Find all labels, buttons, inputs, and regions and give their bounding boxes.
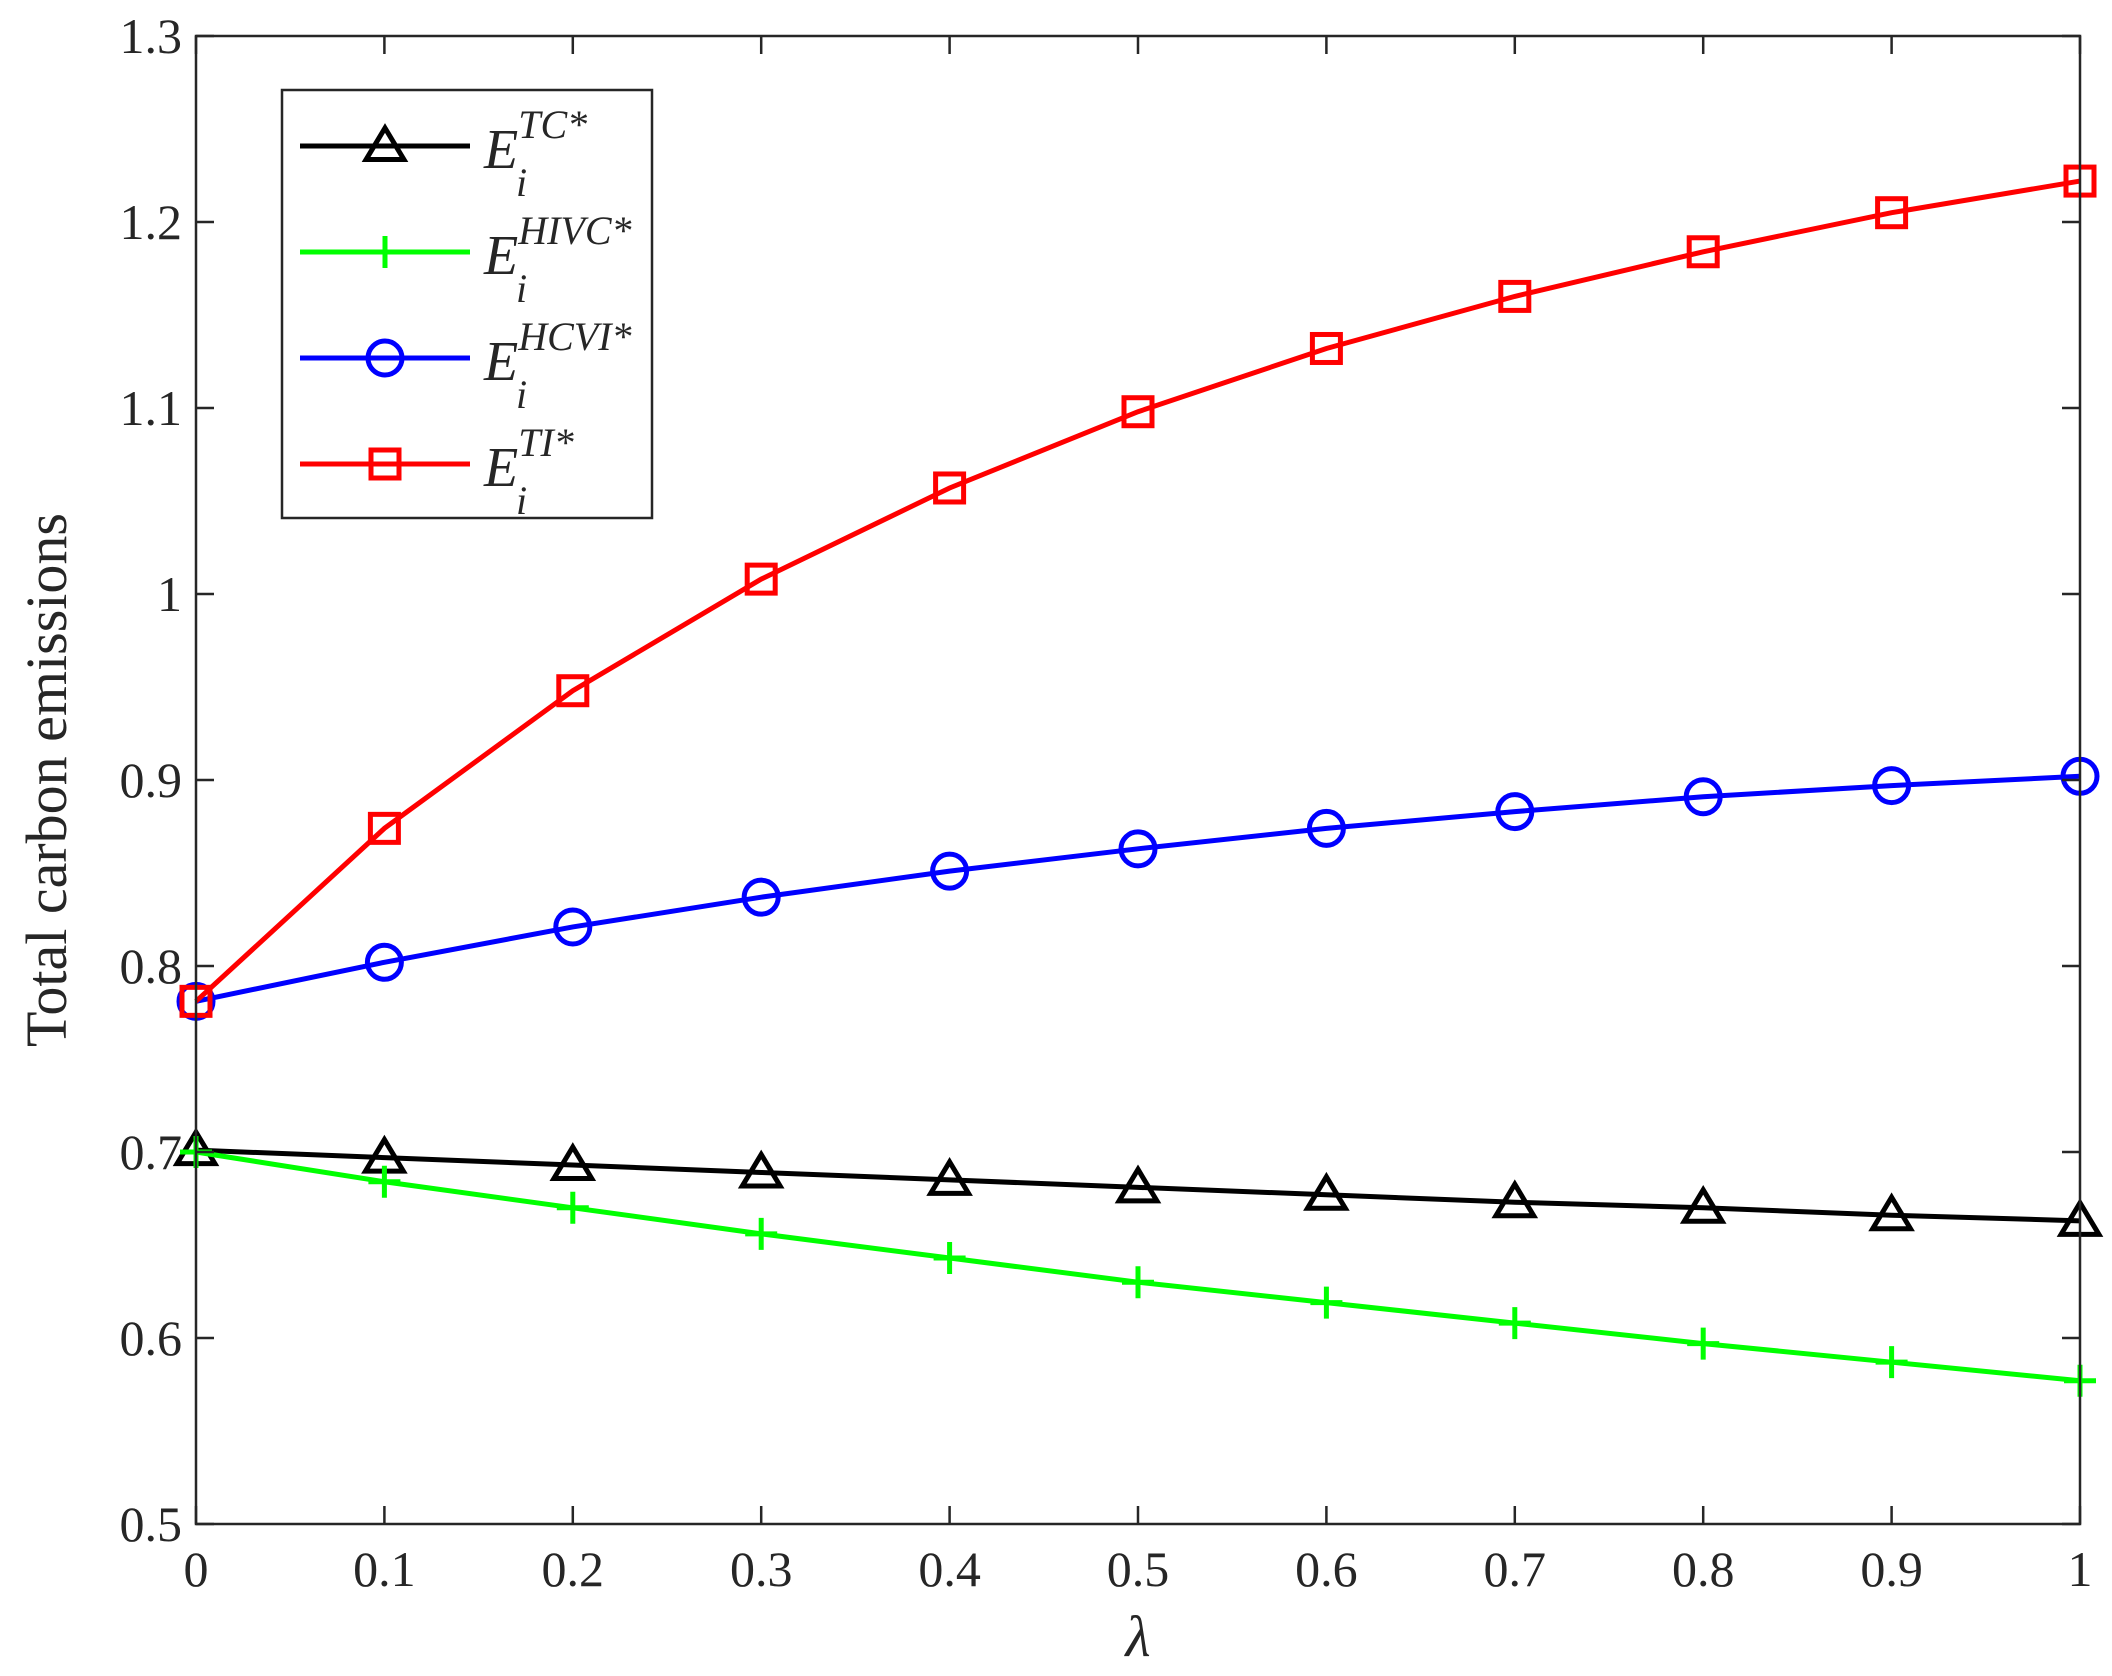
data-point-2-7 bbox=[1495, 792, 1535, 832]
data-point-3-4 bbox=[933, 471, 967, 505]
series-line-0 bbox=[195, 1147, 2081, 1224]
x-tick-label: 0.5 bbox=[1107, 1541, 1170, 1597]
data-point-3-9 bbox=[1875, 196, 1909, 230]
series-line-3 bbox=[194, 178, 2081, 1004]
legend-label-subscript: i bbox=[516, 160, 527, 205]
x-tick-label: 1 bbox=[2068, 1541, 2093, 1597]
data-point-3-8 bbox=[1686, 235, 1720, 269]
data-point-1-4 bbox=[933, 1242, 966, 1275]
y-tick-label: 0.7 bbox=[120, 1124, 183, 1180]
x-tick-label: 0.8 bbox=[1672, 1541, 1735, 1597]
legend-entry-1: EHIVC*i bbox=[300, 208, 632, 311]
data-point-1-9 bbox=[1875, 1346, 1908, 1379]
legend-marker-0 bbox=[361, 123, 409, 162]
y-tick-label: 1 bbox=[157, 566, 182, 622]
x-tick-label: 0.2 bbox=[542, 1541, 605, 1597]
legend-label-subscript: i bbox=[516, 478, 527, 523]
data-point-2-8 bbox=[1683, 777, 1723, 817]
x-tick-label: 0.1 bbox=[353, 1541, 416, 1597]
legend-label-subscript: i bbox=[516, 266, 527, 311]
series-0 bbox=[172, 1127, 2104, 1237]
data-point-0-9 bbox=[1868, 1192, 1915, 1232]
y-tick-label: 0.8 bbox=[120, 938, 183, 994]
data-point-0-2 bbox=[549, 1142, 597, 1182]
axis-ticks: 0 0.1 0.2 0.3 0.4 0.5 0.6 0.7 0.8 0.9 1 0.5 0.6 0.7 0.… bbox=[120, 8, 2093, 1597]
data-point-2-4 bbox=[930, 851, 970, 891]
data-point-0-6 bbox=[1303, 1171, 1350, 1211]
data-point-3-7 bbox=[1498, 279, 1532, 313]
x-tick-label: 0 bbox=[184, 1541, 209, 1597]
y-tick-label: 0.9 bbox=[120, 752, 183, 808]
legend-entry-2: EHCVI*i bbox=[300, 314, 632, 417]
legend-label: ETI* bbox=[483, 420, 574, 499]
data-point-2-1 bbox=[364, 942, 404, 982]
legend-label-subscript: i bbox=[516, 372, 527, 417]
x-tick-label: 0.3 bbox=[730, 1541, 793, 1597]
data-point-1-3 bbox=[745, 1217, 778, 1250]
data-point-3-2 bbox=[556, 674, 590, 708]
data-point-1-2 bbox=[556, 1191, 589, 1224]
data-point-1-7 bbox=[1498, 1307, 1531, 1340]
y-tick-label: 0.5 bbox=[120, 1496, 183, 1552]
legend-label: EHIVC* bbox=[483, 208, 632, 287]
data-point-0-8 bbox=[1679, 1184, 1727, 1224]
data-point-0-7 bbox=[1491, 1179, 1539, 1219]
y-tick-label: 0.6 bbox=[120, 1310, 183, 1366]
y-axis-label: Total carbon emissions bbox=[14, 513, 79, 1047]
data-point-2-2 bbox=[553, 907, 593, 947]
x-tick-label: 0.4 bbox=[918, 1541, 981, 1597]
data-point-1-5 bbox=[1122, 1266, 1154, 1299]
x-axis-label: λ bbox=[1123, 1604, 1150, 1669]
series-line-2 bbox=[195, 773, 2081, 1004]
y-tick-label: 1.1 bbox=[120, 380, 183, 436]
legend-entry-3: ETI*i bbox=[300, 420, 574, 523]
data-point-3-1 bbox=[367, 811, 401, 845]
legend-label: EHCVI* bbox=[483, 314, 632, 393]
data-point-2-9 bbox=[1872, 766, 1912, 806]
data-point-0-3 bbox=[737, 1149, 785, 1189]
series-2 bbox=[176, 756, 2100, 1021]
data-point-0-4 bbox=[926, 1157, 973, 1196]
y-tick-label: 1.3 bbox=[120, 8, 183, 64]
data-point-0-5 bbox=[1114, 1164, 1162, 1204]
x-tick-label: 0.9 bbox=[1860, 1541, 1923, 1597]
data-point-2-6 bbox=[1306, 808, 1346, 848]
series-layer bbox=[172, 164, 2104, 1397]
data-point-2-5 bbox=[1118, 829, 1158, 869]
data-point-2-3 bbox=[741, 877, 781, 917]
y-tick-label: 1.2 bbox=[120, 194, 183, 250]
legend-box bbox=[280, 88, 654, 520]
data-point-1-6 bbox=[1310, 1286, 1343, 1319]
data-point-1-8 bbox=[1687, 1327, 1720, 1360]
legend-label: ETC* bbox=[483, 102, 587, 181]
x-tick-label: 0.7 bbox=[1484, 1541, 1547, 1597]
legend-marker-1 bbox=[369, 236, 401, 268]
legend-marker-2 bbox=[365, 338, 405, 378]
legend-entry-0: ETC*i bbox=[300, 102, 587, 205]
legend-marker-3 bbox=[368, 447, 402, 481]
data-point-3-5 bbox=[1121, 395, 1155, 429]
data-point-1-1 bbox=[368, 1165, 401, 1198]
data-point-3-3 bbox=[744, 562, 778, 596]
data-point-3-6 bbox=[1309, 331, 1343, 365]
series-3 bbox=[179, 164, 2097, 1018]
x-tick-label: 0.6 bbox=[1295, 1541, 1358, 1597]
